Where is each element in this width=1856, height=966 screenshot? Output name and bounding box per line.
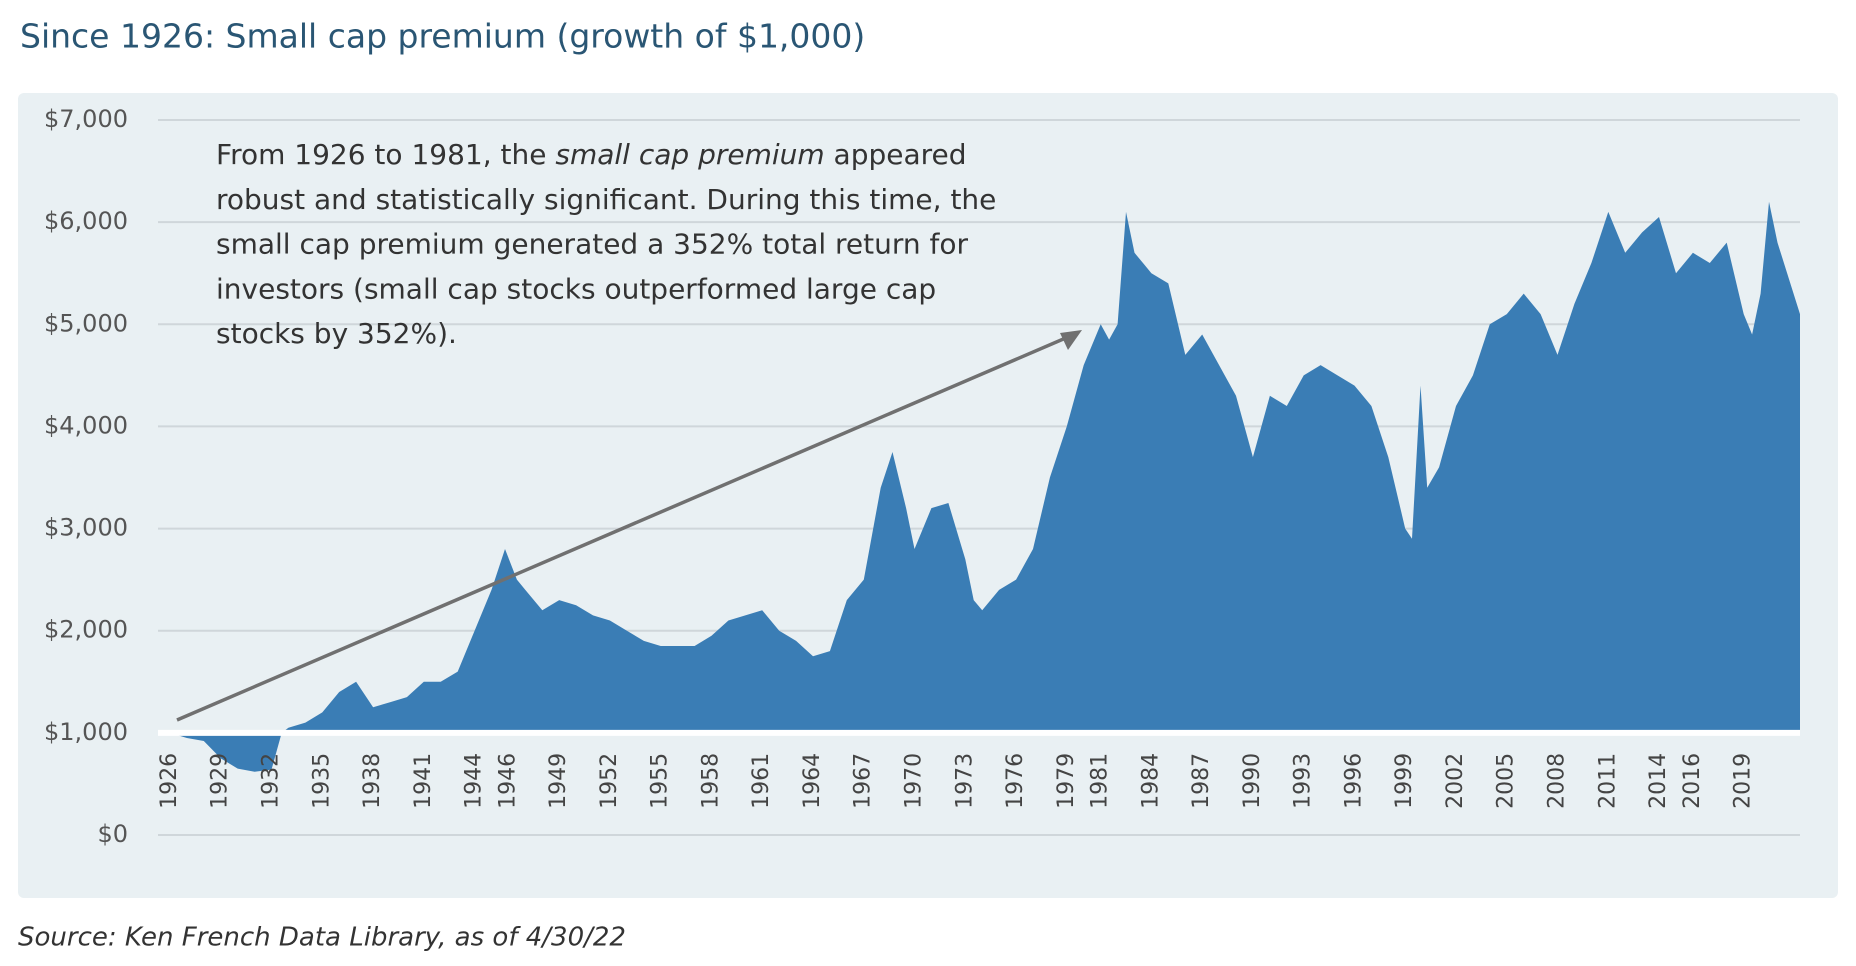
x-tick-label: 1944 — [462, 753, 487, 809]
x-tick-label: 1996 — [1341, 753, 1366, 809]
x-tick-label: 1932 — [259, 753, 284, 809]
source-note: Source: Ken French Data Library, as of 4… — [18, 923, 626, 953]
x-tick-label: 1955 — [648, 753, 673, 809]
x-tick-label: 1926 — [157, 753, 182, 809]
x-tick-label: 1938 — [360, 753, 385, 809]
annotation-text: From 1926 to 1981, the — [216, 138, 555, 171]
x-tick-label: 2016 — [1680, 753, 1705, 809]
x-tick-label: 1973 — [952, 753, 977, 809]
y-tick-label: $1,000 — [44, 718, 128, 746]
annotation-line: small cap premium generated a 352% total… — [216, 228, 969, 261]
y-tick-label: $0 — [97, 820, 128, 848]
x-tick-label: 1967 — [851, 753, 876, 809]
annotation-text: small cap premium — [555, 138, 824, 171]
y-tick-label: $6,000 — [44, 207, 128, 235]
x-tick-label: 1949 — [546, 753, 571, 809]
annotation-text: robust and statistically significant. Du… — [216, 183, 996, 216]
annotation-line: From 1926 to 1981, the small cap premium… — [216, 138, 967, 171]
x-tick-label: 1941 — [411, 753, 436, 809]
y-tick-label: $7,000 — [44, 105, 128, 133]
x-tick-label: 1952 — [597, 753, 622, 809]
x-tick-label: 2019 — [1731, 753, 1756, 809]
annotation-text: appeared — [825, 138, 967, 171]
x-tick-label: 1976 — [1003, 753, 1028, 809]
x-tick-label: 1970 — [902, 753, 927, 809]
x-tick-label: 1984 — [1138, 753, 1163, 809]
x-tick-label: 2005 — [1494, 753, 1519, 809]
y-tick-label: $5,000 — [44, 309, 128, 337]
y-tick-label: $3,000 — [44, 514, 128, 542]
x-tick-label: 1981 — [1088, 753, 1113, 809]
x-tick-label: 2014 — [1646, 753, 1671, 809]
chart-title: Since 1926: Small cap premium (growth of… — [20, 17, 865, 56]
x-tick-label: 1993 — [1291, 753, 1316, 809]
annotation-arrow — [176, 332, 1076, 722]
y-tick-label: $2,000 — [44, 616, 128, 644]
x-tick-label: 1935 — [309, 753, 334, 809]
x-tick-label: 1946 — [495, 753, 520, 809]
x-tick-label: 2011 — [1595, 753, 1620, 809]
x-tick-label: 1990 — [1240, 753, 1265, 809]
y-tick-label: $4,000 — [44, 411, 128, 439]
x-tick-label: 2008 — [1545, 753, 1570, 809]
annotation-line: stocks by 352%). — [216, 317, 457, 350]
x-tick-label: 1987 — [1189, 753, 1214, 809]
x-tick-label: 1999 — [1392, 753, 1417, 809]
x-tick-label: 1929 — [208, 753, 233, 809]
annotation-text: stocks by 352%). — [216, 317, 457, 350]
x-tick-label: 1979 — [1054, 753, 1079, 809]
x-tick-label: 1961 — [749, 753, 774, 809]
x-tick-label: 1964 — [800, 753, 825, 809]
arrow-head — [1060, 330, 1082, 350]
annotation-text: small cap premium generated a 352% total… — [216, 228, 969, 261]
x-tick-label: 2002 — [1443, 753, 1468, 809]
area — [170, 201, 1800, 772]
annotation-line: robust and statistically significant. Du… — [216, 183, 996, 216]
annotation-text: investors (small cap stocks outperformed… — [216, 272, 936, 305]
x-tick-label: 1958 — [698, 753, 723, 809]
annotation-line: investors (small cap stocks outperformed… — [216, 272, 936, 305]
